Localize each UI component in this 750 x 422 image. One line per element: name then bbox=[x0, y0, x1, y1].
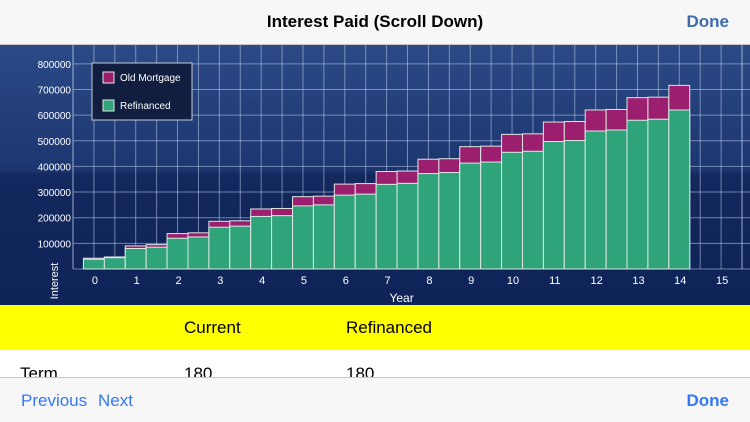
summary-header: Current Refinanced bbox=[0, 305, 750, 350]
y-tick-label: 200000 bbox=[38, 214, 72, 225]
previous-button[interactable]: Previous bbox=[21, 391, 88, 410]
chart-svg: 0 1 2 3 4 5 6 7 8 9 10 11 12 13 14 15100000200000300000… bbox=[0, 45, 750, 305]
x-tick-label: 3 bbox=[217, 275, 223, 287]
refinanced-bar bbox=[668, 109, 691, 270]
x-tick-label: 10 bbox=[507, 275, 519, 287]
term-current-value: 180 bbox=[184, 364, 213, 378]
refinanced-bar bbox=[521, 150, 544, 270]
legend: Old Mortgage Refinanced bbox=[91, 62, 193, 121]
page-title: Interest Paid (Scroll Down) bbox=[266, 12, 484, 31]
row-label-term: Term bbox=[20, 364, 58, 378]
x-tick-label: 1 bbox=[134, 275, 140, 287]
legend-swatch-old-mortgage bbox=[102, 71, 115, 84]
axis-layer: 0 1 2 3 4 5 6 7 8 9 10 11 12 13 14 15100000200000300000… bbox=[38, 60, 729, 305]
legend-label-old-mortgage: Old Mortgage bbox=[120, 73, 181, 84]
x-tick-label: 14 bbox=[674, 275, 686, 287]
refinanced-bar bbox=[459, 162, 482, 270]
refinanced-bar bbox=[626, 119, 649, 270]
refinanced-bar bbox=[542, 141, 565, 270]
refinanced-bar bbox=[501, 151, 523, 270]
y-tick-label: 500000 bbox=[38, 137, 72, 148]
refinanced-bar bbox=[208, 226, 231, 270]
refinanced-bar bbox=[396, 182, 419, 270]
x-tick-label: 5 bbox=[301, 275, 307, 287]
refinanced-bar bbox=[605, 129, 628, 270]
column-current-label: Current bbox=[184, 318, 241, 337]
legend-label-refinanced: Refinanced bbox=[120, 101, 171, 112]
legend-swatch-refinanced bbox=[102, 99, 115, 112]
done-button[interactable]: Done bbox=[686, 12, 730, 31]
x-tick-label: 4 bbox=[259, 275, 265, 287]
navigation-bar: Interest Paid (Scroll Down) Done bbox=[0, 0, 750, 45]
toolbar-done-button[interactable]: Done bbox=[686, 391, 730, 410]
refinanced-bar bbox=[647, 118, 670, 270]
y-tick-label: 300000 bbox=[38, 188, 72, 199]
refinanced-bar bbox=[166, 237, 189, 270]
refinanced-bar bbox=[563, 140, 586, 270]
bottom-toolbar: Previous Next Done bbox=[0, 377, 750, 422]
x-tick-label: 6 bbox=[343, 275, 349, 287]
refinanced-bar bbox=[375, 183, 398, 270]
bars-layer bbox=[82, 84, 691, 270]
x-tick-label: 8 bbox=[426, 275, 432, 287]
refinanced-bar bbox=[438, 172, 461, 270]
refinanced-bar bbox=[103, 257, 126, 270]
x-tick-label: 12 bbox=[591, 275, 603, 287]
refinanced-bar bbox=[82, 258, 105, 270]
comparison-table: Term 180 180 bbox=[0, 350, 750, 378]
next-button[interactable]: Next bbox=[98, 391, 133, 410]
y-tick-label: 400000 bbox=[38, 162, 72, 173]
refinanced-bar bbox=[271, 215, 294, 270]
refinanced-bar bbox=[312, 204, 335, 270]
x-tick-label: 2 bbox=[175, 275, 181, 287]
x-tick-label: 0 bbox=[92, 275, 98, 287]
x-tick-label: 15 bbox=[716, 275, 728, 287]
column-refinanced-label: Refinanced bbox=[346, 318, 433, 337]
x-axis-label: Year bbox=[389, 291, 413, 305]
y-tick-label: 800000 bbox=[38, 60, 72, 71]
x-tick-label: 13 bbox=[632, 275, 644, 287]
refinanced-bar bbox=[417, 173, 440, 270]
refinanced-bar bbox=[292, 205, 314, 270]
x-tick-label: 11 bbox=[549, 275, 560, 287]
refinanced-bar bbox=[229, 225, 252, 270]
refinanced-bar bbox=[187, 236, 210, 270]
refinanced-bar bbox=[145, 246, 168, 270]
refinanced-bar bbox=[124, 247, 147, 270]
refinanced-bar bbox=[333, 194, 356, 270]
x-tick-label: 9 bbox=[468, 275, 474, 287]
interest-chart: 0 1 2 3 4 5 6 7 8 9 10 11 12 13 14 15 100000 200000 300000… bbox=[0, 45, 750, 305]
refinanced-bar bbox=[584, 130, 607, 270]
refinanced-bar bbox=[250, 215, 273, 270]
y-axis-label: Interest bbox=[49, 263, 61, 300]
y-tick-label: 700000 bbox=[38, 85, 72, 96]
y-tick-label: 600000 bbox=[38, 111, 72, 122]
y-tick-label: 100000 bbox=[38, 239, 72, 250]
refinanced-bar bbox=[354, 193, 377, 270]
refinanced-bar bbox=[480, 161, 503, 270]
term-refinanced-value: 180 bbox=[346, 364, 375, 378]
x-tick-label: 7 bbox=[385, 275, 391, 287]
